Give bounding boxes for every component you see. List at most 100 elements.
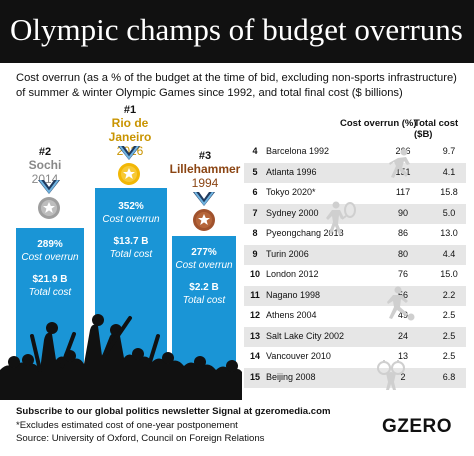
row-games: Tokyo 2020* bbox=[266, 187, 316, 197]
rank-third-city: Lillehammer bbox=[169, 162, 241, 176]
gzero-logo: GZERO bbox=[382, 416, 453, 437]
bar-third-overrun: 277% bbox=[191, 247, 217, 258]
row-cost: 9.7 bbox=[442, 146, 456, 156]
table-header-overrun: Cost overrun (%) bbox=[340, 118, 417, 129]
row-overrun: 2 bbox=[400, 371, 406, 382]
row-cost: 4.4 bbox=[442, 248, 456, 259]
footer-subscribe: Subscribe to our global politics newslet… bbox=[16, 406, 331, 417]
bar-first-overrun: 352% bbox=[118, 201, 144, 212]
table-row: 12 Athens 2004 49 2.5 bbox=[244, 306, 466, 326]
row-overrun: 49 bbox=[397, 310, 408, 320]
bar-second-overrun: 289% bbox=[37, 239, 63, 250]
table-row: 6 Tokyo 2020* 117 15.8 bbox=[244, 183, 466, 203]
runner-icon bbox=[389, 148, 410, 178]
bar-third-cost-label: Total cost bbox=[182, 295, 226, 306]
gold-medal-icon bbox=[118, 146, 140, 185]
row-rank: 9 bbox=[252, 248, 258, 259]
row-cost: 4.1 bbox=[442, 166, 456, 177]
row-games: Pyeongchang 2018 bbox=[266, 228, 344, 238]
row-games: Athens 2004 bbox=[266, 310, 317, 320]
row-cost: 5.0 bbox=[442, 207, 456, 218]
bar-third-overrun-label: Cost overrun bbox=[175, 260, 233, 271]
row-rank: 13 bbox=[249, 330, 260, 341]
subtitle: Cost overrun (as a % of the budget at th… bbox=[16, 72, 457, 99]
rank-second-city: Sochi bbox=[28, 158, 62, 172]
row-games: Vancouver 2010 bbox=[266, 351, 331, 361]
footer-source: Source: University of Oxford, Council on… bbox=[16, 433, 265, 444]
row-rank: 7 bbox=[252, 207, 258, 218]
row-cost: 2.2 bbox=[442, 289, 456, 300]
footer: Subscribe to our global politics newslet… bbox=[16, 405, 331, 446]
row-games: Salt Lake City 2002 bbox=[266, 330, 345, 341]
row-cost: 2.5 bbox=[442, 310, 456, 320]
row-overrun: 86 bbox=[397, 228, 408, 238]
row-games: Beijing 2008 bbox=[266, 371, 316, 382]
table-row: 11 Nagano 1998 56 2.2 bbox=[244, 285, 466, 306]
rank-third-number: #3 bbox=[198, 150, 212, 162]
footer-note: *Excludes estimated cost of one-year pos… bbox=[16, 419, 238, 431]
bar-first-cost-label: Total cost bbox=[109, 249, 153, 260]
bronze-medal-icon bbox=[193, 192, 215, 231]
page-title: Olympic champs of budget overruns bbox=[10, 12, 463, 47]
rank-third: #3 Lillehammer 1994 bbox=[168, 150, 242, 190]
row-games: Barcelona 1992 bbox=[266, 146, 330, 156]
row-cost: 2.5 bbox=[442, 330, 456, 341]
row-games: Turin 2006 bbox=[266, 248, 309, 259]
bar-first-cost: $13.7 B bbox=[113, 236, 149, 247]
row-overrun: 117 bbox=[395, 187, 411, 197]
table-row: 8 Pyeongchang 2018 86 13.0 bbox=[244, 224, 466, 244]
row-rank: 11 bbox=[250, 289, 260, 300]
row-rank: 14 bbox=[249, 351, 260, 361]
row-games: London 2012 bbox=[266, 269, 319, 279]
row-rank: 6 bbox=[252, 187, 258, 197]
header: Olympic champs of budget overruns bbox=[0, 0, 474, 63]
rank-second: #2 Sochi 2014 bbox=[20, 146, 70, 186]
row-rank: 5 bbox=[252, 166, 258, 177]
rank-second-number: #2 bbox=[38, 146, 52, 158]
table-row: 9 Turin 2006 80 4.4 bbox=[244, 244, 466, 265]
row-overrun: 76 bbox=[397, 269, 408, 279]
table-row: 15 Beijing 2008 2 6.8 bbox=[244, 367, 466, 388]
row-rank: 12 bbox=[249, 310, 260, 320]
bar-first-overrun-label: Cost overrun bbox=[102, 214, 160, 225]
row-overrun: 90 bbox=[397, 207, 408, 218]
rank-first-number: #1 bbox=[123, 104, 137, 116]
row-cost: 13.0 bbox=[440, 228, 458, 238]
table-row: 14 Vancouver 2010 13 2.5 bbox=[244, 347, 466, 367]
rank-first: #1 Rio de Janeiro 2016 bbox=[90, 104, 170, 158]
rank-third-year: 1994 bbox=[191, 176, 219, 190]
crowd-illustration bbox=[0, 314, 242, 400]
tennis-player-icon bbox=[326, 201, 356, 235]
row-cost: 2.5 bbox=[442, 351, 456, 361]
row-overrun: 80 bbox=[397, 248, 408, 259]
row-games: Atlanta 1996 bbox=[266, 166, 317, 177]
bar-second-text: 289% Cost overrun $21.9 B Total cost bbox=[16, 238, 84, 299]
bar-second-overrun-label: Cost overrun bbox=[21, 252, 79, 263]
row-overrun: 24 bbox=[397, 330, 408, 341]
row-rank: 10 bbox=[249, 269, 260, 279]
gymnast-icon bbox=[377, 360, 405, 390]
row-cost: 15.8 bbox=[440, 187, 458, 197]
row-games: Sydney 2000 bbox=[266, 207, 319, 218]
rank-second-year: 2014 bbox=[31, 172, 59, 186]
soccer-player-icon bbox=[387, 286, 415, 321]
row-rank: 15 bbox=[249, 371, 260, 382]
bar-first-text: 352% Cost overrun $13.7 B Total cost bbox=[95, 200, 167, 261]
bar-third-text: 277% Cost overrun $2.2 B Total cost bbox=[172, 246, 236, 307]
bar-second-cost-label: Total cost bbox=[28, 287, 72, 298]
row-cost: 15.0 bbox=[440, 269, 458, 279]
table-header-cost: Total cost ($B) bbox=[414, 118, 459, 140]
row-cost: 6.8 bbox=[442, 371, 456, 382]
table-row: 13 Salt Lake City 2002 24 2.5 bbox=[244, 326, 466, 347]
row-rank: 4 bbox=[252, 146, 258, 156]
bar-third-cost: $2.2 B bbox=[189, 282, 219, 293]
row-rank: 8 bbox=[252, 228, 258, 238]
table-row: 10 London 2012 76 15.0 bbox=[244, 265, 466, 285]
rank-first-city: Rio de Janeiro bbox=[108, 116, 152, 144]
bar-second-cost: $21.9 B bbox=[32, 274, 68, 285]
silver-medal-icon bbox=[38, 180, 60, 219]
row-overrun: 56 bbox=[397, 289, 408, 300]
row-overrun: 13 bbox=[397, 351, 408, 361]
